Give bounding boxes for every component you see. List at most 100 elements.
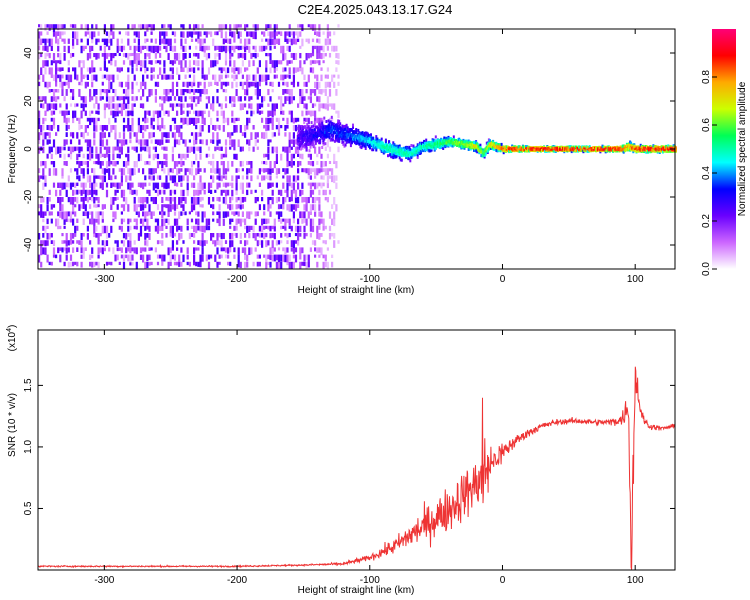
spectrogram-noise-cell [239,197,242,205]
spectrogram-noise-cell [216,211,219,215]
spectrogram-noise-cell [322,254,325,259]
spectrogram-noise-cell [203,74,206,81]
spectrogram-noise-cell [333,240,336,248]
spectrogram-noise-cell [277,117,281,126]
spectrogram-noise-cell [99,146,102,154]
spectrogram-noise-cell [199,31,202,37]
spectrogram-noise-cell [229,31,232,37]
spectrogram-noise-cell [288,60,291,64]
spectrogram-noise-cell [101,182,104,190]
spectrogram-signal-cell [411,154,414,158]
spectrogram-noise-cell [163,132,166,138]
spectrogram-noise-cell [93,53,96,58]
spectrogram-noise-cell [150,261,153,266]
spectrogram-noise-cell [57,197,60,203]
spectrogram-noise-cell [101,132,104,139]
spectrogram-noise-cell [216,45,219,50]
spectrogram-signal-cell [497,148,500,152]
spectrogram-noise-cell [161,161,164,168]
spectrogram-noise-cell [89,139,92,148]
spectrogram-signal-cell [429,144,432,147]
spectrogram-noise-cell [61,110,64,116]
spectrogram-noise-cell [129,110,132,116]
spectrogram-noise-cell [127,110,130,117]
spectrogram-noise-cell [235,189,238,196]
spectrogram-noise-cell [280,261,283,269]
spectrogram-noise-cell [116,96,119,101]
spectrogram-noise-cell [137,233,140,241]
spectrogram-noise-cell [280,189,283,196]
spectrogram-noise-cell [284,168,287,175]
spectrogram-noise-cell [246,161,249,166]
spectrogram-noise-cell [95,233,98,238]
spectrogram-signal-cell [481,150,484,154]
spectrogram-noise-cell [65,247,68,254]
spectrogram-noise-cell [72,197,75,205]
spectrogram-noise-cell [284,189,287,193]
spectrogram-noise-cell [44,161,47,169]
spectrogram-noise-cell [178,211,181,220]
spectrogram-noise-cell [241,45,244,50]
spectrogram-noise-cell [42,60,45,68]
spectrogram-noise-cell [320,168,323,173]
spectrogram-signal-cell [337,127,340,131]
spectrogram-noise-cell [188,60,191,69]
spectrogram-signal-cell [318,129,320,133]
spectrogram-signal-cell [480,150,483,154]
spectrogram-noise-cell [84,189,87,198]
spectrogram-noise-cell [146,38,149,42]
spectrogram-noise-cell [248,161,251,165]
spectrogram-noise-cell [250,53,253,59]
spectrogram-noise-cell [292,189,295,194]
spectrogram-noise-cell [40,125,43,133]
spectrogram-noise-cell [127,168,130,175]
spectrogram-signal-cell [430,148,433,152]
spectrogram-noise-cell [150,89,153,96]
spectrogram-signal-cell [417,146,420,149]
spectrogram-noise-cell [152,153,155,161]
spectrogram-noise-cell [239,182,242,190]
spectrogram-noise-cell [99,182,102,189]
spectrogram-noise-cell [127,161,130,166]
spectrogram-noise-cell [127,53,130,60]
spectrogram-noise-cell [150,197,153,202]
spectrogram-signal-cell [470,142,473,146]
spectrogram-noise-cell [311,103,315,108]
spectrogram-noise-cell [110,60,113,66]
spectrogram-noise-cell [69,182,73,190]
spectrogram-signal-cell [325,134,328,138]
spectrogram-signal-cell [400,147,403,151]
spectrogram-signal-cell [356,135,359,139]
spectrogram-noise-cell [305,89,308,94]
spectrogram-noise-cell [324,168,327,176]
spectrogram-noise-cell [142,45,145,50]
spectrogram-signal-cell [417,147,420,151]
spectrogram-noise-cell [252,125,255,130]
spectrogram-noise-cell [275,168,278,175]
spectrogram-noise-cell [103,60,106,69]
spectrogram-noise-cell [275,197,278,203]
spectrogram-signal-cell [361,131,364,135]
spectrogram-noise-cell [188,211,191,215]
spectrogram-noise-cell [267,110,270,117]
spectrogram-noise-cell [328,89,332,97]
spectrogram-noise-cell [246,38,249,45]
spectrogram-noise-cell [93,132,96,139]
spectrogram-signal-cell [566,146,569,150]
spectrogram-signal-cell [525,149,527,153]
spectrogram-noise-cell [282,225,285,229]
spectrogram-noise-cell [294,38,298,45]
spectrogram-noise-cell [182,240,185,244]
spectrogram-signal-cell [484,150,487,154]
spectrogram-noise-cell [135,161,138,168]
spectrogram-noise-cell [76,132,79,139]
spectrogram-noise-cell [156,225,160,234]
spectrogram-noise-cell [197,182,200,190]
spectrogram-noise-cell [42,96,45,101]
spectrogram-noise-cell [282,117,285,121]
spectrogram-noise-cell [263,218,266,224]
spectrogram-noise-cell [326,38,329,45]
spectrogram-noise-cell [212,153,215,159]
spectrogram-noise-cell [265,233,268,238]
spectrogram-noise-cell [42,146,45,154]
